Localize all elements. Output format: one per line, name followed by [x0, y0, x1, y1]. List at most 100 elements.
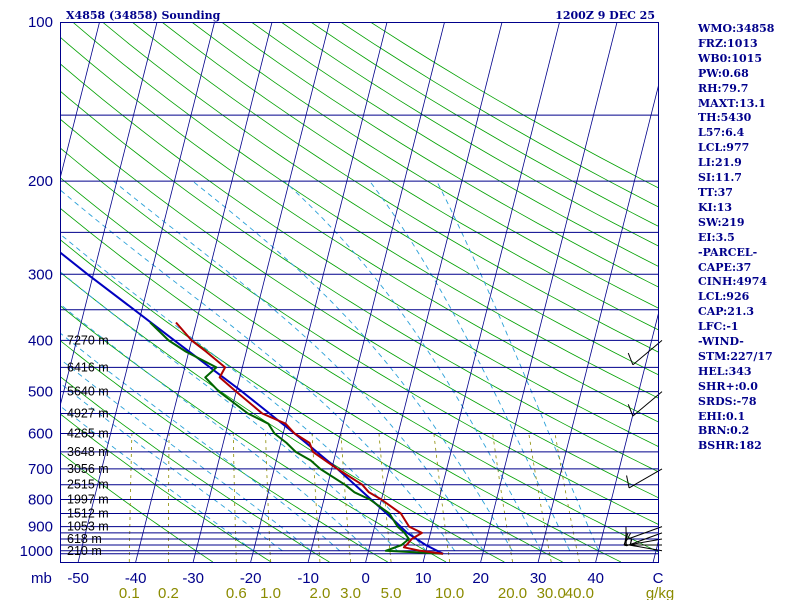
dry-adiabat	[60, 452, 214, 562]
mixing-ratio-line	[340, 433, 351, 562]
index-value: EI:3.5	[698, 230, 735, 244]
moist-adiabat	[369, 180, 571, 552]
dry-adiabat	[60, 147, 658, 525]
index-value: RH:79.7	[698, 81, 749, 95]
temperature-tick-label: 10	[415, 570, 432, 587]
index-value: HEL:343	[698, 364, 752, 378]
dry-adiabat	[221, 22, 658, 288]
mixing-ratio-line	[528, 433, 552, 562]
isotherm	[60, 22, 100, 181]
height-label: 210 m	[67, 544, 102, 558]
index-value: TT:37	[698, 185, 733, 199]
height-label: 5640 m	[67, 385, 109, 399]
height-label: 1512 m	[67, 506, 109, 520]
index-value: TH:5430	[698, 111, 752, 125]
index-value: LCL:926	[698, 290, 750, 304]
index-value: MAXT:13.1	[698, 96, 766, 110]
dry-adiabat	[60, 176, 658, 553]
height-label: 2515 m	[67, 478, 109, 492]
pressure-label: 600	[28, 425, 53, 442]
mixing-ratio-label: 5.0	[381, 585, 402, 600]
wind-barb	[627, 391, 663, 417]
pressure-label: 200	[28, 173, 53, 190]
moist-adiabat	[60, 382, 283, 552]
wind-barb	[626, 468, 663, 489]
indices-panel: WMO:34858 FRZ:1013 WB0:1015 PW:0.68 RH:79.7 M…	[698, 22, 800, 454]
mixing-ratio-label: 0.2	[158, 585, 179, 600]
index-value: EHI:0.1	[698, 409, 746, 423]
pressure-label: 500	[28, 384, 53, 401]
temperature-tick-label: -30	[182, 570, 204, 587]
temperature-tick-label: 40	[587, 570, 604, 587]
mixing-ratio-label: 20.0	[498, 585, 527, 600]
pressure-label: 900	[28, 519, 53, 536]
dry-adiabat	[60, 90, 658, 473]
temperature-tick-label: -50	[67, 570, 89, 587]
pressure-label: 400	[28, 332, 53, 349]
mixing-ratio-line	[265, 433, 271, 562]
height-label: 4927 m	[67, 407, 109, 421]
index-value: CAP:21.3	[698, 305, 755, 319]
temperature-tick-label: 20	[472, 570, 489, 587]
moist-adiabat	[283, 180, 542, 552]
index-value: -WIND-	[698, 335, 744, 349]
pressure-label: 1000	[20, 543, 53, 560]
dry-adiabat	[60, 36, 658, 423]
dry-adiabat	[102, 22, 658, 376]
isotherm	[537, 85, 658, 562]
pressure-label: 700	[28, 461, 53, 478]
dry-adiabat	[60, 413, 272, 562]
isotherm	[595, 313, 658, 562]
height-label: 6416 m	[67, 360, 109, 374]
mixing-ratio-line	[168, 433, 170, 562]
temperature-tick-label: 0	[361, 570, 369, 587]
index-value: LCL:977	[698, 141, 750, 155]
pressure-label: 100	[28, 14, 53, 31]
index-value: CINH:4974	[698, 275, 768, 289]
moist-adiabat	[436, 180, 599, 551]
pressure-label: 800	[28, 492, 53, 509]
moist-adiabat	[60, 270, 398, 552]
temperature-tick-label: -10	[297, 570, 319, 587]
index-value: SHR+:0.0	[698, 379, 758, 393]
height-label: 618 m	[67, 532, 102, 546]
mixing-ratio-label: 0.6	[226, 585, 247, 600]
height-label: 1997 m	[67, 493, 109, 507]
moist-adiabat	[113, 180, 484, 552]
index-value: SI:11.7	[698, 171, 742, 185]
height-label: 4265 m	[67, 426, 109, 440]
mixing-ratio-label: 40.0	[565, 585, 594, 600]
temperature-tick-label: -40	[125, 570, 147, 587]
dry-adiabat	[60, 305, 447, 562]
isotherm	[480, 22, 618, 562]
index-value: -PARCEL-	[698, 245, 758, 259]
pressure-label: 300	[28, 266, 53, 283]
plot-frame	[60, 22, 659, 563]
dry-adiabat	[251, 22, 658, 267]
moist-adiabat	[60, 405, 254, 552]
index-value: SW:219	[698, 215, 745, 229]
dry-adiabat	[191, 22, 658, 309]
mixing-ratio-label: g/kg	[646, 585, 674, 600]
temperature-tick-label: -20	[240, 570, 262, 587]
temperature-trace	[175, 321, 444, 555]
parcel-trace	[60, 251, 444, 555]
diagram-grid	[60, 22, 658, 562]
index-value: STM:227/17	[698, 349, 773, 363]
mixing-ratio-label: 0.1	[119, 585, 140, 600]
station-title: X4858 (34858) Sounding	[66, 9, 221, 22]
wind-barb	[627, 339, 663, 366]
index-value: L57:6.4	[698, 126, 745, 140]
sounding-profiles	[60, 251, 444, 555]
index-value: WB0:1015	[698, 51, 762, 65]
isotherm	[422, 22, 560, 562]
isotherm	[135, 22, 273, 562]
isotherm	[192, 22, 330, 562]
mixing-ratio-line	[128, 433, 133, 562]
dry-adiabat	[60, 63, 658, 447]
wind-barbs	[623, 339, 663, 552]
dewpoint-trace	[149, 321, 443, 555]
dry-adiabat	[131, 22, 658, 353]
height-label: 3056 m	[67, 462, 109, 476]
